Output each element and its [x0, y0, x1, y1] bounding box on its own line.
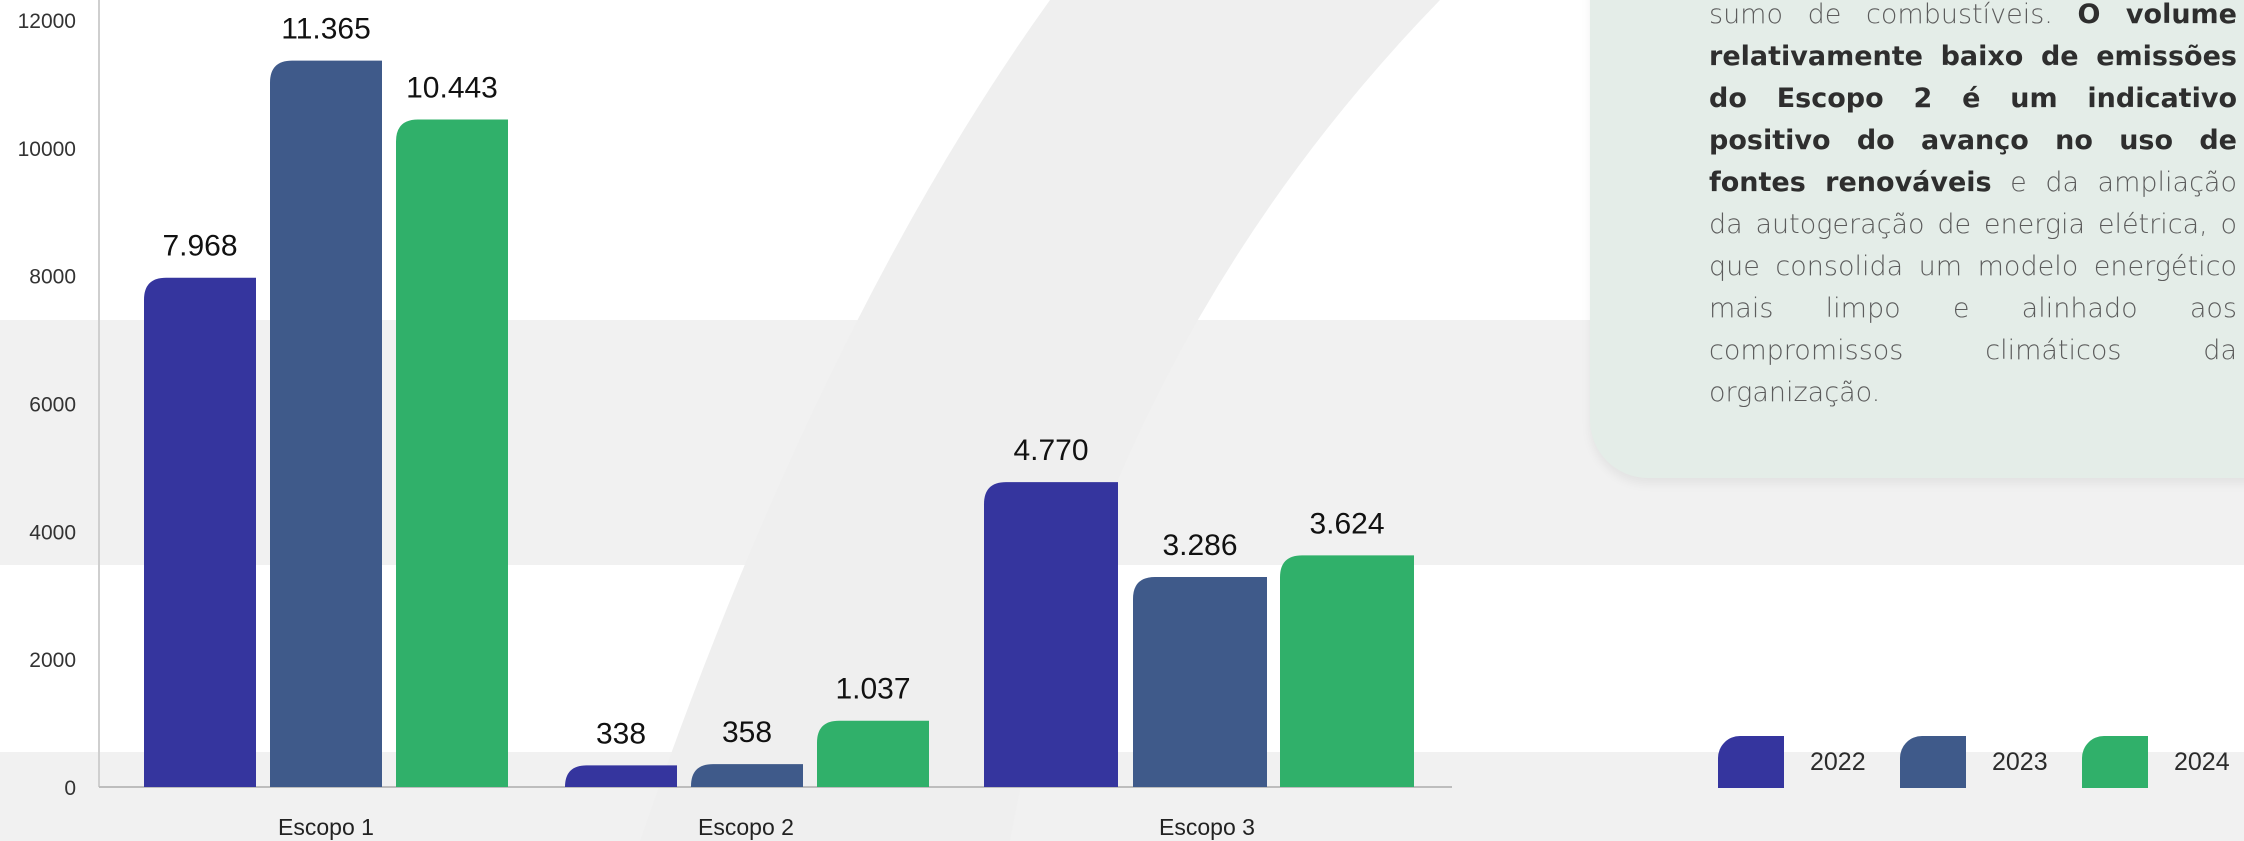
data-label: 4.770	[1013, 434, 1088, 467]
y-tick-label: 6000	[29, 394, 76, 417]
y-tick-label: 12000	[18, 10, 76, 33]
bar-2022-3	[984, 482, 1118, 787]
x-category-label: Escopo 3	[1159, 814, 1255, 840]
bar-2022-2	[565, 765, 677, 787]
legend-label-2024: 2024	[2174, 747, 2230, 776]
data-label: 3.286	[1162, 529, 1237, 562]
legend-item-2024: 2024	[2082, 736, 2230, 788]
y-tick-label: 4000	[29, 521, 76, 544]
x-category-label: Escopo 2	[698, 814, 794, 840]
y-tick-label: 0	[64, 777, 76, 800]
legend-swatch-2024	[2082, 736, 2148, 788]
text-panel	[1590, 0, 2244, 478]
panel-text-bold: O volume relativamente baixo de emissões…	[1709, 0, 2237, 198]
bar-2023-1	[270, 60, 382, 787]
data-label: 10.443	[406, 72, 498, 105]
y-tick-label: 2000	[29, 649, 76, 672]
data-label: 3.624	[1309, 507, 1384, 540]
panel-text-plain-2: e da ampliação da autogeração de energia…	[1709, 167, 2237, 408]
legend-swatch-2022	[1718, 736, 1784, 788]
data-label: 1.037	[835, 673, 910, 706]
bar-2024-3	[1280, 555, 1414, 787]
legend-label-2023: 2023	[1992, 747, 2048, 776]
data-label: 358	[722, 716, 772, 749]
bar-2023-3	[1133, 576, 1267, 787]
data-label: 338	[596, 717, 646, 750]
bar-2023-2	[691, 764, 803, 787]
legend-label-2022: 2022	[1810, 747, 1866, 776]
bar-2024-2	[817, 720, 929, 787]
panel-text-plain-1: sumo de combustíveis.	[1709, 0, 2078, 30]
legend-swatch-2023	[1900, 736, 1966, 788]
data-label: 11.365	[281, 13, 371, 46]
bar-2022-1	[144, 277, 256, 787]
bar-2024-1	[396, 119, 508, 787]
legend-item-2023: 2023	[1900, 736, 2048, 788]
y-tick-label: 8000	[29, 266, 76, 289]
data-label: 7.968	[162, 230, 237, 263]
background-swoosh	[640, 0, 1440, 841]
y-tick-label: 10000	[18, 138, 76, 161]
panel-text: sumo de combustíveis. O volume relativam…	[1709, 0, 2237, 414]
x-category-label: Escopo 1	[278, 814, 374, 840]
legend-item-2022: 2022	[1718, 736, 1866, 788]
